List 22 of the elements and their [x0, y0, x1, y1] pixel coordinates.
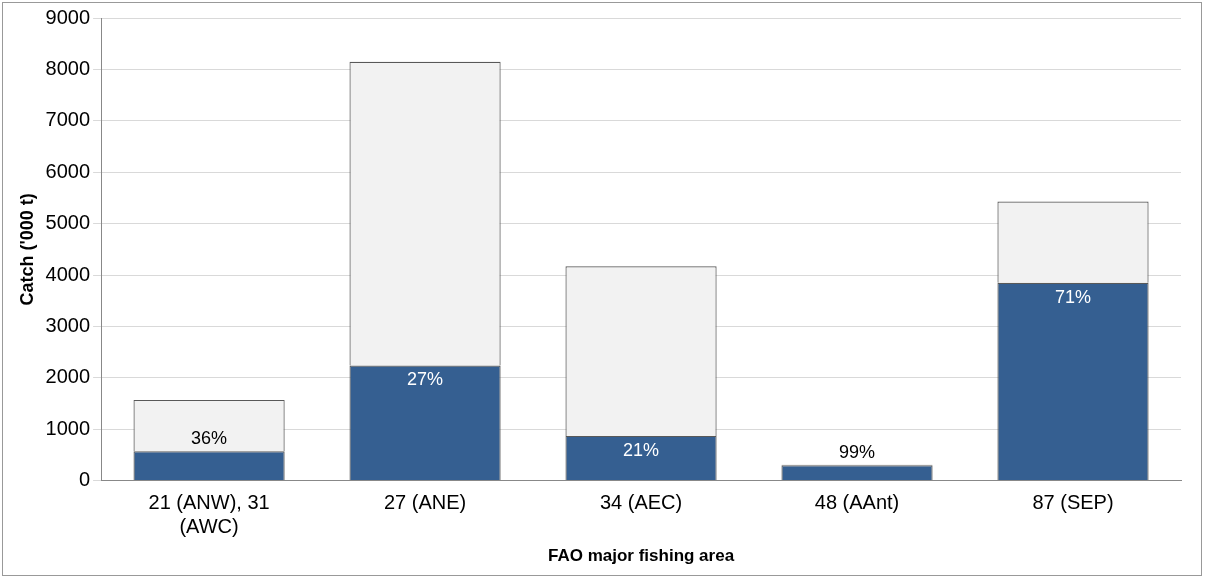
annotation: 71% [1054, 286, 1092, 307]
annotation: 27% [407, 369, 444, 390]
x-axis-title: FAO major fishing area [547, 546, 735, 566]
y-tick-label: 1000 [45, 416, 91, 439]
annotation: 99% [839, 442, 876, 463]
x-tick-label: 21 (ANW), 31 (AWC) [148, 491, 270, 538]
y-tick-label: 3000 [45, 313, 91, 336]
y-tick-label: 2000 [45, 365, 91, 388]
y-tick-label: 9000 [45, 5, 91, 28]
y-tick-label: 6000 [45, 159, 91, 182]
y-tick-label: 5000 [45, 211, 91, 234]
x-tick-label: 27 (ANE) [383, 491, 467, 514]
x-tick-label: 34 (AEC) [599, 491, 683, 514]
y-tick-label: 8000 [45, 56, 91, 79]
y-axis-title: Catch ('000 t) [16, 193, 37, 306]
y-tick-label: 7000 [45, 108, 91, 131]
y-tick-label: 0 [78, 468, 91, 491]
x-tick-label: 87 (SEP) [1032, 491, 1114, 514]
x-tick-label: 48 (AAnt) [814, 491, 900, 514]
y-tick-label: 4000 [45, 262, 91, 285]
annotation: 36% [191, 428, 228, 449]
annotation: 21% [623, 439, 660, 460]
